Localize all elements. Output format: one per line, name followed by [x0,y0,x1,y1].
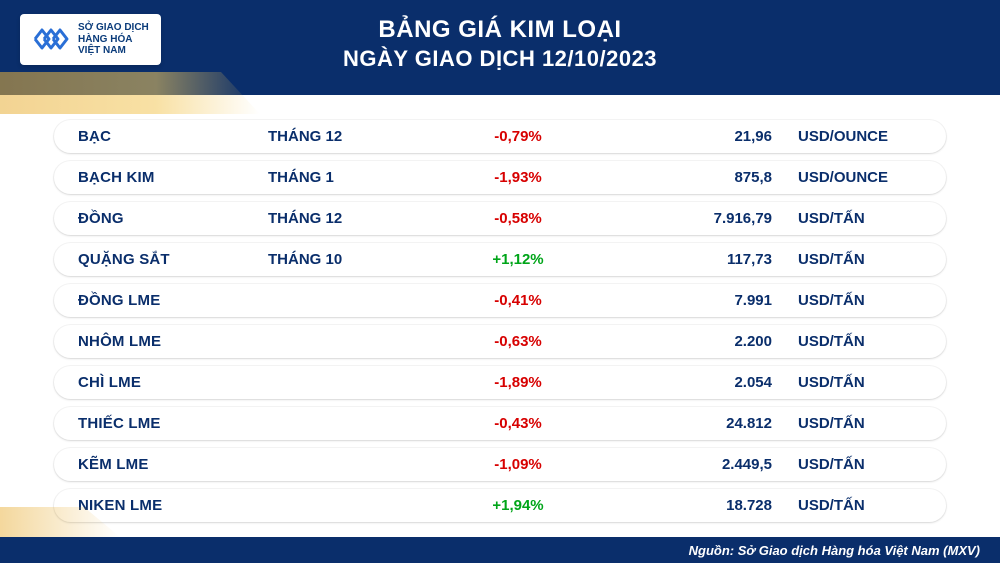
page: SỞ GIAO DỊCH HÀNG HÓA VIỆT NAM BẢNG GIÁ … [0,0,1000,563]
cell-unit: USD/TẤN [798,456,968,473]
cell-change: -0,58% [428,210,608,227]
cell-price: 18.728 [608,497,798,514]
logo-text: SỞ GIAO DỊCH HÀNG HÓA VIỆT NAM [78,22,149,57]
cell-unit: USD/TẤN [798,210,968,227]
cell-unit: USD/TẤN [798,374,968,391]
cell-name: KẼM LME [78,456,268,473]
cell-name: ĐỒNG [78,210,268,227]
table-row: ĐỒNG LME-0,41%7.991USD/TẤN [54,284,946,317]
cell-unit: USD/TẤN [798,251,968,268]
cell-price: 875,8 [608,169,798,186]
cell-unit: USD/TẤN [798,292,968,309]
logo-line3: VIỆT NAM [78,45,149,57]
cell-unit: USD/TẤN [798,415,968,432]
cell-change: -1,89% [428,374,608,391]
cell-name: BẠC [78,128,268,145]
cell-price: 2.200 [608,333,798,350]
cell-name: BẠCH KIM [78,169,268,186]
table-row: NIKEN LME+1,94%18.728USD/TẤN [54,489,946,522]
cell-month: THÁNG 1 [268,169,428,186]
cell-price: 7.991 [608,292,798,309]
cell-change: +1,12% [428,251,608,268]
cell-unit: USD/TẤN [798,333,968,350]
table-row: QUẶNG SẮTTHÁNG 10+1,12%117,73USD/TẤN [54,243,946,276]
cell-change: -0,63% [428,333,608,350]
logo-line1: SỞ GIAO DỊCH [78,22,149,34]
cell-name: NIKEN LME [78,497,268,514]
source-text: Nguồn: Sở Giao dịch Hàng hóa Việt Nam (M… [689,543,980,558]
cell-price: 2.054 [608,374,798,391]
cell-price: 24.812 [608,415,798,432]
price-table: BẠCTHÁNG 12-0,79%21,96USD/OUNCEBẠCH KIMT… [54,120,946,530]
cell-price: 7.916,79 [608,210,798,227]
logo: SỞ GIAO DỊCH HÀNG HÓA VIỆT NAM [20,14,161,65]
footer: Nguồn: Sở Giao dịch Hàng hóa Việt Nam (M… [0,537,1000,563]
gold-accent-top [0,72,260,114]
cell-name: CHÌ LME [78,374,268,391]
cell-change: -1,93% [428,169,608,186]
cell-month: THÁNG 12 [268,210,428,227]
cell-name: ĐỒNG LME [78,292,268,309]
cell-month: THÁNG 12 [268,128,428,145]
table-row: KẼM LME-1,09%2.449,5USD/TẤN [54,448,946,481]
cell-price: 117,73 [608,251,798,268]
cell-name: THIẾC LME [78,415,268,432]
cell-unit: USD/OUNCE [798,128,968,145]
table-row: CHÌ LME-1,89%2.054USD/TẤN [54,366,946,399]
table-row: ĐỒNGTHÁNG 12-0,58%7.916,79USD/TẤN [54,202,946,235]
cell-price: 21,96 [608,128,798,145]
table-row: NHÔM LME-0,63%2.200USD/TẤN [54,325,946,358]
cell-change: -0,41% [428,292,608,309]
logo-icon [32,24,70,54]
cell-unit: USD/OUNCE [798,169,968,186]
cell-change: -0,79% [428,128,608,145]
cell-change: +1,94% [428,497,608,514]
cell-month: THÁNG 10 [268,251,428,268]
cell-change: -1,09% [428,456,608,473]
table-row: BẠCH KIMTHÁNG 1-1,93%875,8USD/OUNCE [54,161,946,194]
logo-line2: HÀNG HÓA [78,34,149,46]
cell-name: NHÔM LME [78,333,268,350]
cell-name: QUẶNG SẮT [78,251,268,268]
table-row: THIẾC LME-0,43%24.812USD/TẤN [54,407,946,440]
table-row: BẠCTHÁNG 12-0,79%21,96USD/OUNCE [54,120,946,153]
header: SỞ GIAO DỊCH HÀNG HÓA VIỆT NAM BẢNG GIÁ … [0,0,1000,95]
cell-unit: USD/TẤN [798,497,968,514]
cell-change: -0,43% [428,415,608,432]
cell-price: 2.449,5 [608,456,798,473]
